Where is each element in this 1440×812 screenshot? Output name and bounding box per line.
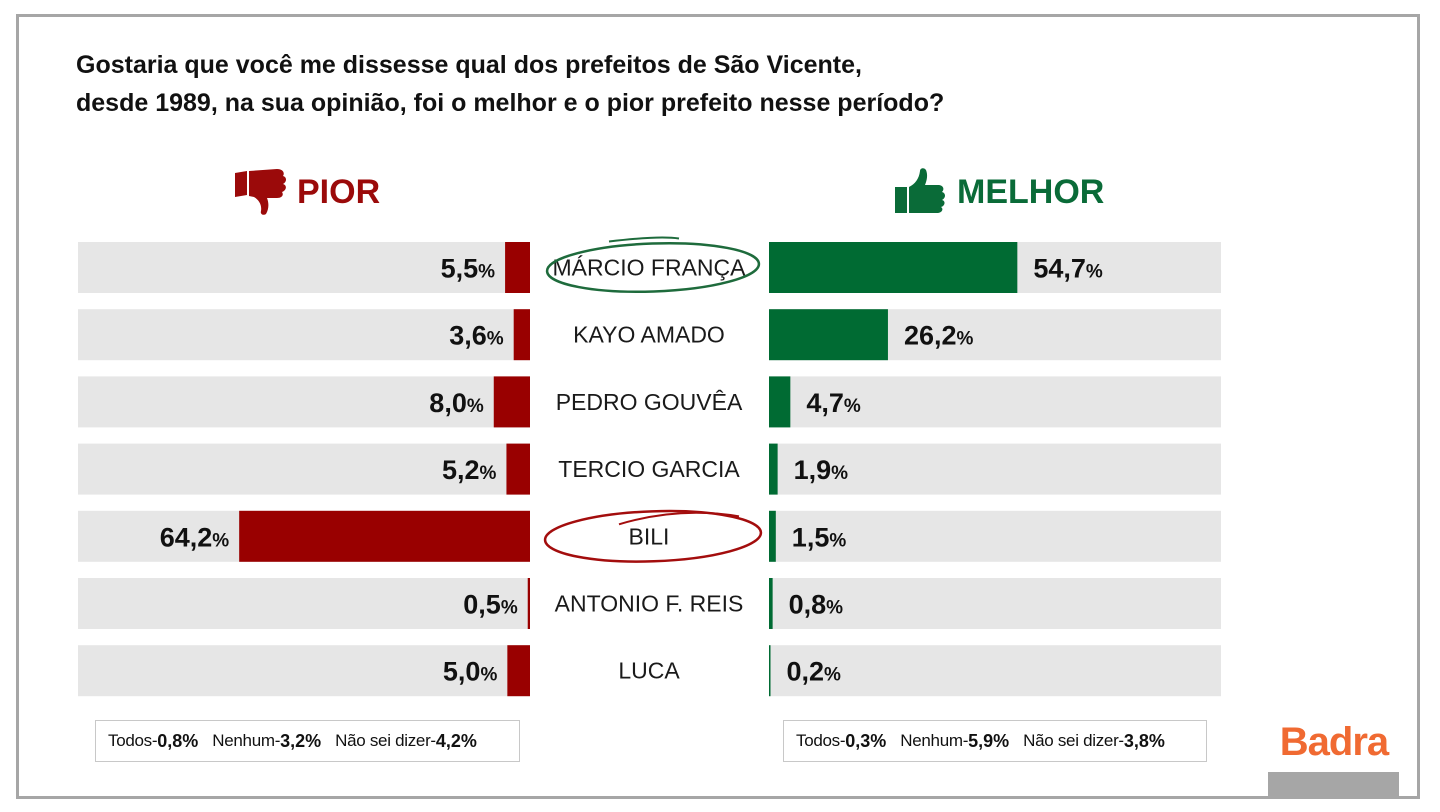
pior-bar — [493, 376, 530, 428]
pior-other-answers: Todos- 0,8% Nenhum- 3,2% Não sei dizer- … — [95, 720, 520, 762]
category-label: TERCIO GARCIA — [558, 456, 740, 482]
legend-naosei-value: 3,8% — [1123, 730, 1165, 751]
pior-value-label: 5,2% — [442, 455, 497, 485]
question-line-1: Gostaria que você me dissesse qual dos p… — [76, 51, 862, 79]
melhor-bar — [769, 376, 791, 428]
question-line-2: desde 1989, na sua opinião, foi o melhor… — [76, 89, 945, 117]
legend-naosei-label: Não sei dizer- — [1023, 731, 1124, 750]
bili-circle — [543, 509, 763, 563]
melhor-value-label: 0,2% — [787, 657, 842, 687]
melhor-track — [769, 443, 1221, 495]
legend-todos-value: 0,8% — [157, 730, 199, 751]
melhor-track — [769, 376, 1221, 428]
melhor-value-label: 1,9% — [794, 455, 849, 485]
melhor-bar — [769, 578, 773, 629]
pior-value-label: 5,5% — [441, 254, 496, 284]
slide-frame — [16, 14, 1420, 799]
pior-bar — [506, 443, 530, 495]
pior-header: PIOR — [233, 164, 380, 220]
melhor-value-label: 4,7% — [806, 388, 861, 418]
pior-value-label: 0,5% — [463, 590, 518, 620]
legend-nenhum-label: Nenhum- — [900, 731, 969, 750]
pior-track — [78, 443, 530, 495]
legend-todos-value: 0,3% — [845, 730, 887, 751]
category-label: BILI — [629, 523, 670, 549]
melhor-track — [769, 578, 1221, 629]
pior-bar — [507, 645, 530, 697]
pior-value-label: 5,0% — [443, 657, 498, 687]
melhor-title: MELHOR — [957, 172, 1105, 211]
pior-value-label: 8,0% — [429, 388, 484, 418]
legend-nenhum-value: 3,2% — [280, 730, 322, 751]
melhor-track — [769, 645, 1221, 697]
thumbs-up-icon — [895, 168, 945, 213]
melhor-header: MELHOR — [893, 164, 1104, 220]
legend-nenhum-label: Nenhum- — [212, 731, 281, 750]
pior-bar — [513, 309, 530, 361]
category-label: MÁRCIO FRANÇA — [553, 255, 747, 281]
category-label: PEDRO GOUVÊA — [556, 389, 743, 415]
pior-track — [78, 578, 530, 629]
pior-value-label: 3,6% — [449, 321, 504, 351]
melhor-value-label: 0,8% — [789, 590, 844, 620]
bili-circle-tail — [618, 511, 740, 526]
legend-naosei-label: Não sei dizer- — [335, 731, 436, 750]
thumbs-down-icon — [235, 169, 286, 215]
marcio-circle-tail — [608, 236, 680, 243]
melhor-bar — [769, 309, 888, 361]
melhor-bar — [769, 242, 1018, 293]
pior-track — [78, 309, 530, 361]
legend-nenhum-value: 5,9% — [968, 730, 1010, 751]
melhor-bar — [769, 510, 776, 562]
pior-bar — [239, 510, 530, 562]
melhor-bar — [769, 443, 778, 495]
category-label: LUCA — [618, 658, 680, 684]
melhor-other-answers: Todos- 0,3% Nenhum- 5,9% Não sei dizer- … — [783, 720, 1207, 762]
melhor-value-label: 54,7% — [1033, 254, 1103, 284]
question-title: Gostaria que você me dissesse qual dos p… — [76, 46, 1076, 122]
pior-title: PIOR — [297, 172, 381, 211]
badra-logo: Badra — [1279, 720, 1389, 764]
pior-track — [78, 645, 530, 697]
pior-value-label: 64,2% — [160, 522, 230, 552]
category-label: ANTONIO F. REIS — [555, 591, 744, 617]
brand-bar — [1268, 772, 1399, 799]
melhor-value-label: 1,5% — [792, 522, 847, 552]
pior-track — [78, 242, 530, 293]
legend-todos-label: Todos- — [796, 731, 846, 750]
marcio-circle — [545, 241, 761, 294]
pior-bar — [505, 242, 530, 293]
melhor-bar — [769, 645, 771, 697]
pior-track — [78, 376, 530, 428]
category-label: KAYO AMADO — [573, 322, 725, 348]
melhor-track — [769, 510, 1221, 562]
legend-naosei-value: 4,2% — [435, 730, 477, 751]
legend-todos-label: Todos- — [108, 731, 158, 750]
pior-bar — [527, 578, 530, 629]
melhor-value-label: 26,2% — [904, 321, 974, 351]
